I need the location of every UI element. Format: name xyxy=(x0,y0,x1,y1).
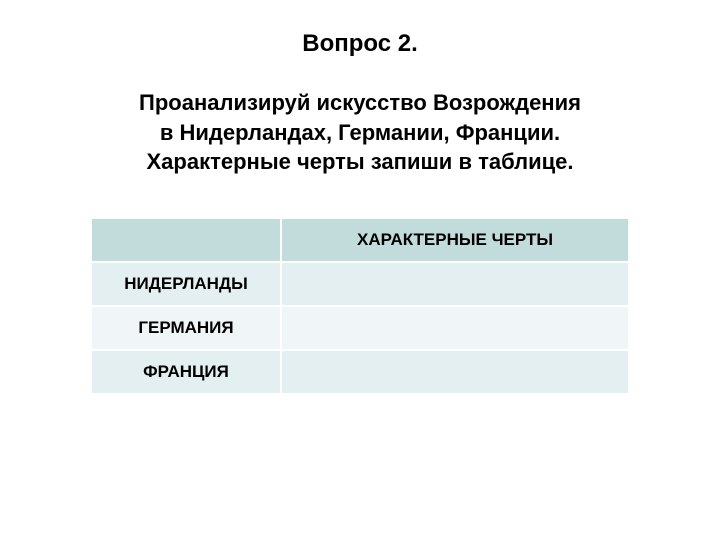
table-row: НИДЕРЛАНДЫ xyxy=(91,262,629,306)
header-content-cell: ХАРАКТЕРНЫЕ ЧЕРТЫ xyxy=(281,218,629,262)
instruction-line-2: в Нидерландах, Германии, Франции. xyxy=(160,120,560,145)
row-content-germany xyxy=(281,306,629,350)
instruction-text: Проанализируй искусство Возрождения в Ни… xyxy=(80,88,640,177)
header-label-cell xyxy=(91,218,281,262)
characteristics-table: ХАРАКТЕРНЫЕ ЧЕРТЫ НИДЕРЛАНДЫ ГЕРМАНИЯ ФР… xyxy=(90,217,630,395)
row-label-france: ФРАНЦИЯ xyxy=(91,350,281,394)
table-row: ФРАНЦИЯ xyxy=(91,350,629,394)
row-label-netherlands: НИДЕРЛАНДЫ xyxy=(91,262,281,306)
question-title: Вопрос 2. xyxy=(80,30,640,58)
row-label-germany: ГЕРМАНИЯ xyxy=(91,306,281,350)
row-content-france xyxy=(281,350,629,394)
instruction-line-3: Характерные черты запиши в таблице. xyxy=(146,149,573,174)
table-row: ГЕРМАНИЯ xyxy=(91,306,629,350)
table-container: ХАРАКТЕРНЫЕ ЧЕРТЫ НИДЕРЛАНДЫ ГЕРМАНИЯ ФР… xyxy=(90,217,630,395)
row-content-netherlands xyxy=(281,262,629,306)
table-header-row: ХАРАКТЕРНЫЕ ЧЕРТЫ xyxy=(91,218,629,262)
instruction-line-1: Проанализируй искусство Возрождения xyxy=(139,90,581,115)
